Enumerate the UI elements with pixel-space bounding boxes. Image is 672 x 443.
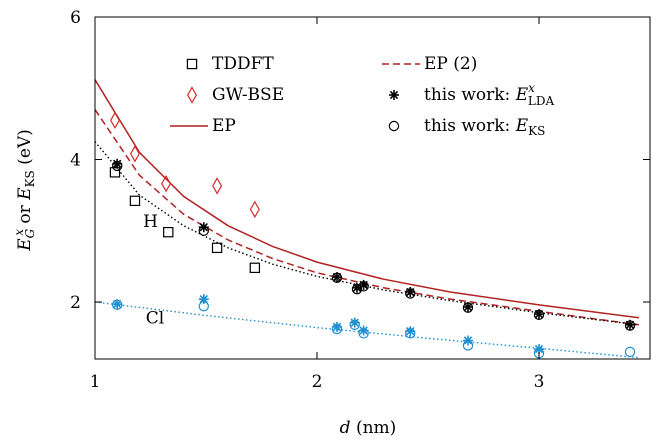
series-line-5 bbox=[94, 301, 639, 359]
legend-entry-4: this work: Ex LDA bbox=[389, 81, 554, 108]
legend-label-3: EP (2) bbox=[424, 54, 477, 74]
legend-entry-0: TDDFT bbox=[186, 54, 274, 74]
annotation-0: H bbox=[143, 212, 158, 232]
data-point-9-4 bbox=[358, 328, 369, 339]
legend-swatch-5 bbox=[388, 120, 400, 132]
series-markers bbox=[109, 111, 636, 359]
series-line-2 bbox=[94, 79, 639, 319]
data-point-8-1 bbox=[198, 294, 209, 305]
data-point-9-5 bbox=[405, 328, 416, 339]
data-point-0-1 bbox=[129, 195, 141, 207]
annotations: H Cl bbox=[143, 212, 164, 328]
data-point-1-1 bbox=[129, 145, 140, 163]
legend-swatch-1 bbox=[187, 86, 197, 104]
data-point-7-0 bbox=[111, 160, 123, 172]
data-point-0-3 bbox=[211, 242, 223, 254]
data-point-9-3 bbox=[349, 319, 360, 330]
data-point-9-6 bbox=[462, 340, 474, 351]
data-point-0-2 bbox=[163, 226, 174, 238]
annotation-1: Cl bbox=[146, 308, 164, 328]
series-lines bbox=[94, 79, 640, 359]
legend-entry-1: GW-BSE bbox=[187, 85, 284, 105]
data-point-1-0 bbox=[109, 111, 120, 130]
y-axis-label: EGx or EKS (eV) bbox=[12, 129, 37, 252]
data-point-0-4 bbox=[249, 262, 261, 274]
data-point-1-2 bbox=[161, 175, 172, 193]
y-tick-label: 2 bbox=[70, 293, 81, 313]
legend-label-0: TDDFT bbox=[212, 54, 274, 74]
plot-frame bbox=[94, 16, 651, 360]
data-point-7-7 bbox=[533, 309, 545, 321]
legend-label-1: GW-BSE bbox=[212, 85, 284, 105]
data-point-7-8 bbox=[624, 320, 636, 331]
x-tick-label: 1 bbox=[90, 372, 101, 392]
series-line-4 bbox=[94, 141, 639, 326]
legend-entry-3: EP (2) bbox=[382, 54, 477, 74]
data-point-7-5 bbox=[405, 288, 416, 299]
axis-ticks: 1 2 3 2 4 6 bbox=[70, 8, 650, 392]
data-point-9-0 bbox=[111, 299, 123, 311]
legend-entry-2: EP bbox=[170, 116, 236, 136]
data-point-0-0 bbox=[109, 167, 121, 178]
legend-label-4: this work: Ex LDA bbox=[424, 81, 554, 108]
x-tick-label: 3 bbox=[534, 372, 545, 392]
data-point-7-3 bbox=[351, 283, 363, 295]
data-point-8-3 bbox=[349, 317, 360, 328]
data-point-9-8 bbox=[624, 346, 636, 358]
x-axis-label: d (nm) bbox=[340, 418, 397, 438]
series-line-3 bbox=[94, 109, 640, 326]
legend-swatch-0 bbox=[186, 58, 198, 70]
data-point-9-1 bbox=[198, 301, 209, 312]
data-point-9-2 bbox=[331, 323, 343, 335]
legend-label-5: this work: EKS bbox=[424, 116, 545, 138]
data-point-7-4 bbox=[358, 281, 369, 292]
legend: TDDFT GW-BSE EP EP (2) this work: Ex LDA this … bbox=[170, 54, 554, 138]
x-tick-label: 2 bbox=[312, 372, 323, 392]
data-point-1-3 bbox=[212, 177, 223, 195]
data-point-7-6 bbox=[462, 302, 474, 313]
data-point-7-1 bbox=[198, 225, 209, 236]
data-point-1-4 bbox=[249, 200, 260, 219]
data-point-8-0 bbox=[112, 299, 123, 310]
legend-entry-5: this work: EKS bbox=[388, 116, 545, 138]
legend-swatch-4 bbox=[389, 90, 399, 100]
y-tick-label: 4 bbox=[70, 151, 81, 171]
legend-label-2: EP bbox=[212, 116, 236, 136]
data-point-7-2 bbox=[331, 272, 343, 283]
y-tick-label: 6 bbox=[70, 8, 81, 28]
